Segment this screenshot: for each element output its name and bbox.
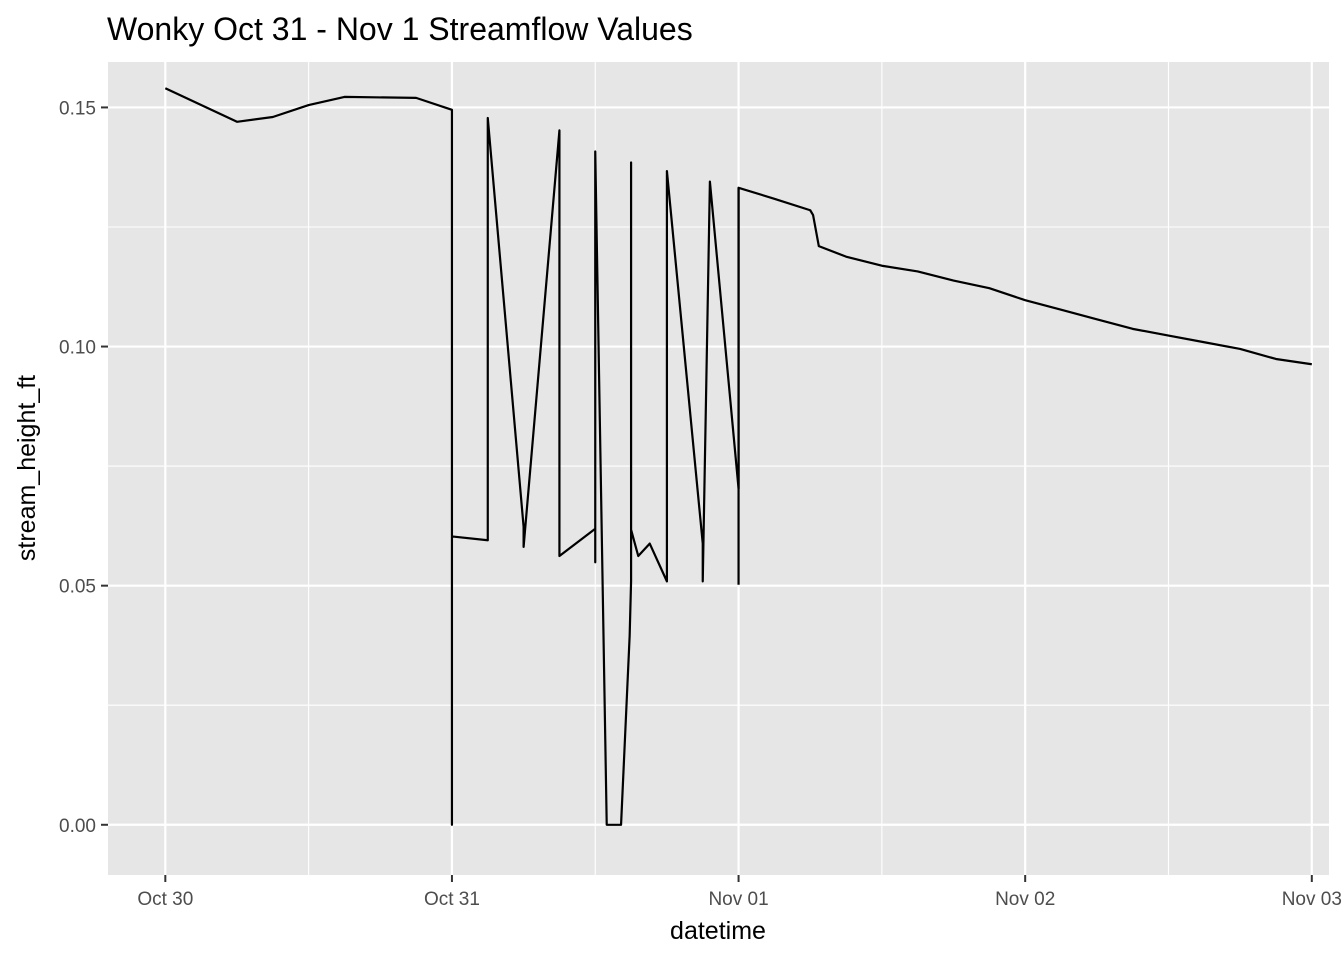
y-axis-title: stream_height_ft [13, 375, 41, 561]
series-line-1 [164, 87, 1312, 826]
plot-panel [108, 62, 1329, 875]
x-axis-title: datetime [670, 917, 766, 945]
y-tick-label: 0.10 [59, 338, 96, 359]
y-tick-label: 0.15 [59, 98, 96, 119]
y-tick-label: 0.00 [59, 816, 96, 837]
x-tick-label: Oct 31 [424, 889, 480, 910]
major-gridlines [108, 62, 1329, 875]
x-tick-label: Oct 30 [137, 889, 193, 910]
x-tick-label: Nov 01 [708, 889, 768, 910]
x-tick-label: Nov 03 [1282, 889, 1342, 910]
chart-title: Wonky Oct 31 - Nov 1 Streamflow Values [107, 11, 693, 47]
series-layer [164, 87, 1312, 826]
x-tick-label: Nov 02 [995, 889, 1055, 910]
x-axis: Oct 30 Oct 31 Nov 01 Nov 02 Nov 03 [137, 875, 1342, 910]
y-axis: 0.00 0.05 0.10 0.15 [59, 98, 108, 837]
y-tick-label: 0.05 [59, 577, 96, 598]
